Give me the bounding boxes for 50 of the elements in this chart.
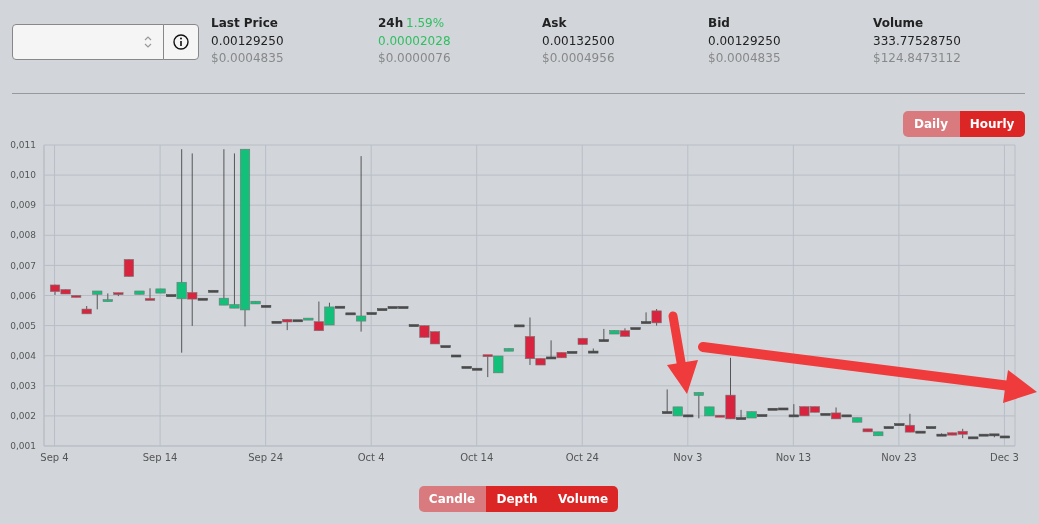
candlestick xyxy=(693,391,704,419)
x-tick-label: Dec 3 xyxy=(989,452,1019,464)
text: $0.0004956 xyxy=(542,50,615,66)
x-tick-label: Sep 24 xyxy=(248,452,284,464)
candlestick xyxy=(662,388,673,414)
text: $124.8473112 xyxy=(873,50,961,66)
text: Hourly xyxy=(969,116,1015,132)
y-tick-label: 0,010 xyxy=(10,170,37,181)
x-tick-label: Oct 24 xyxy=(565,452,599,464)
text: 333.77528750 xyxy=(873,33,961,49)
x-tick-label: Nov 3 xyxy=(673,452,703,464)
text: $0.0000076 xyxy=(378,50,451,66)
y-tick-label: 0,003 xyxy=(10,380,36,391)
candlestick xyxy=(736,409,747,420)
text: Last Price xyxy=(211,15,278,31)
y-tick-label: 0,008 xyxy=(10,230,37,241)
x-tick-label: Oct 14 xyxy=(460,452,494,464)
x-tick-label: Sep 4 xyxy=(40,452,69,464)
y-tick-label: 0,006 xyxy=(10,290,37,301)
x-tick-label: Nov 13 xyxy=(775,452,812,464)
text: 1.59% xyxy=(406,15,445,31)
candlestick xyxy=(92,290,103,310)
y-tick-label: 0,011 xyxy=(10,140,36,151)
y-tick-label: 0,004 xyxy=(10,350,37,361)
text: Depth xyxy=(496,491,538,507)
text: Volume xyxy=(557,491,609,507)
y-tick-label: 0,002 xyxy=(10,411,36,422)
text: 24h xyxy=(378,15,404,31)
x-tick-label: Oct 4 xyxy=(357,452,385,464)
text: 0.00129250 xyxy=(708,33,781,49)
text: Daily xyxy=(913,116,949,132)
text: Candle xyxy=(428,491,476,507)
text: $0.0004835 xyxy=(211,50,284,66)
text: Bid xyxy=(708,15,730,31)
y-tick-label: 0,001 xyxy=(10,441,36,452)
text: $0.0004835 xyxy=(708,50,781,66)
x-tick-label: Sep 14 xyxy=(142,452,178,464)
x-tick-label: Nov 23 xyxy=(881,452,917,464)
text: Volume xyxy=(873,15,924,31)
candlestick xyxy=(546,339,557,360)
y-tick-label: 0,009 xyxy=(10,200,37,211)
y-tick-label: 0,005 xyxy=(10,320,36,331)
y-tick-label: 0,007 xyxy=(10,260,36,271)
text: 0.00132500 xyxy=(542,33,615,49)
candlestick xyxy=(641,311,652,324)
text: 0.00002028 xyxy=(378,33,451,49)
text: 0.00129250 xyxy=(211,33,284,49)
text: Ask xyxy=(542,15,567,31)
candlestick xyxy=(144,287,156,301)
candlestick xyxy=(598,328,609,342)
